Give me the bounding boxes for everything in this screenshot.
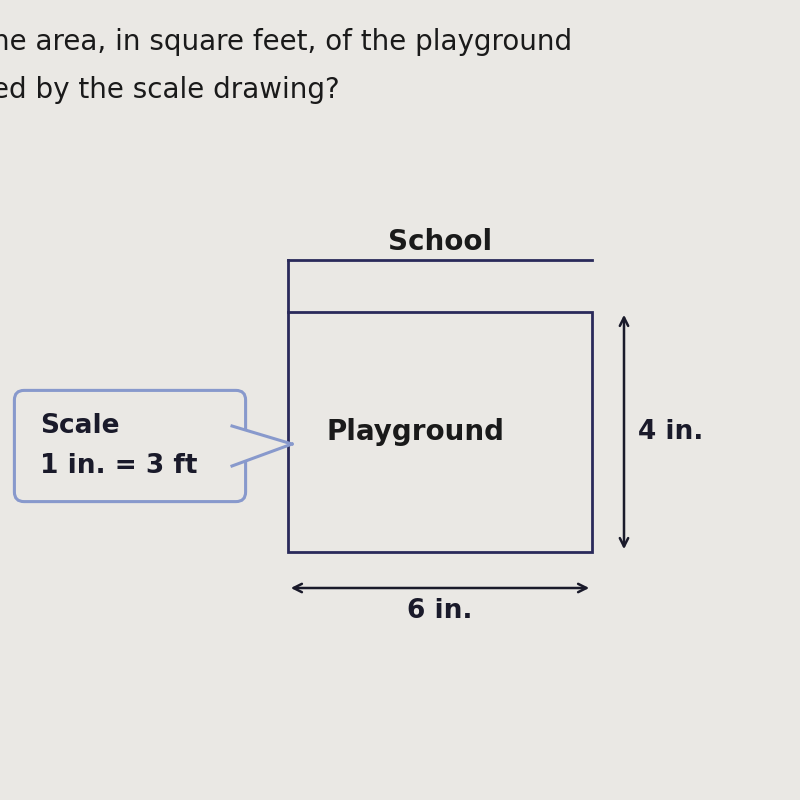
Text: ed by the scale drawing?: ed by the scale drawing? xyxy=(0,76,340,104)
Text: 4 in.: 4 in. xyxy=(638,419,704,445)
Text: Playground: Playground xyxy=(326,418,505,446)
Text: 1 in. = 3 ft: 1 in. = 3 ft xyxy=(40,454,198,479)
Text: School: School xyxy=(388,228,492,256)
Text: ne area, in square feet, of the playground: ne area, in square feet, of the playgrou… xyxy=(0,28,572,56)
FancyBboxPatch shape xyxy=(14,390,246,502)
Polygon shape xyxy=(232,426,292,466)
Text: Scale: Scale xyxy=(40,413,119,438)
Bar xyxy=(288,312,592,552)
Text: 6 in.: 6 in. xyxy=(407,598,473,624)
